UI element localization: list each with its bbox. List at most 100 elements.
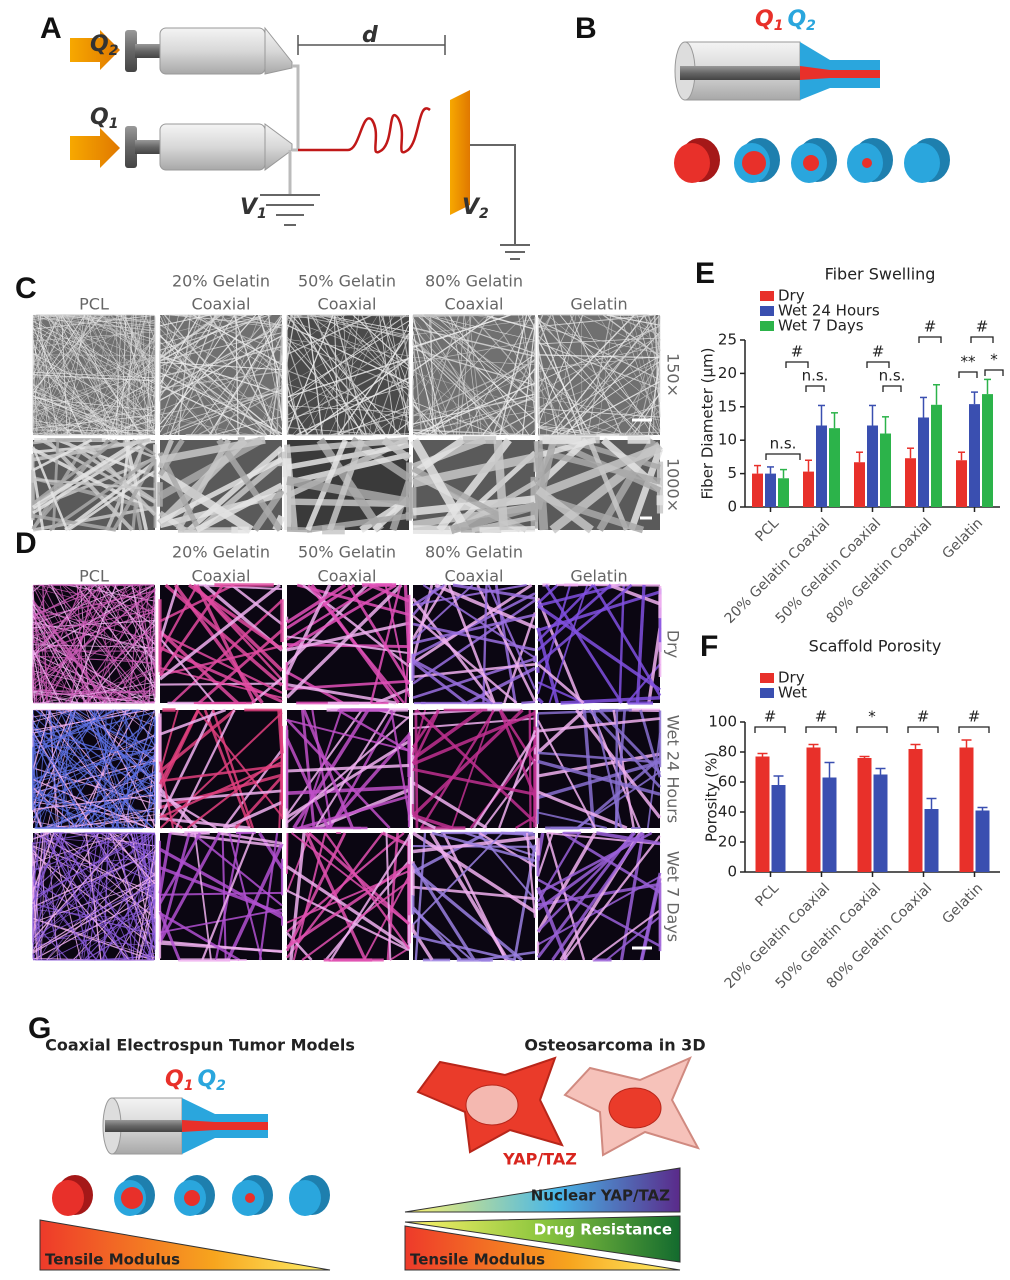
fiber (115, 709, 156, 767)
fiber (433, 314, 489, 436)
panel-letter: E (695, 257, 715, 290)
image-background (160, 833, 282, 960)
fiber (198, 629, 283, 705)
fiber (537, 373, 567, 436)
fiber (412, 314, 512, 348)
fiber (159, 314, 217, 397)
fiber (647, 627, 662, 704)
fiber (159, 709, 179, 773)
fiber (286, 763, 410, 773)
fiber (187, 314, 283, 352)
fiber (412, 369, 496, 436)
fiber (521, 325, 536, 436)
y-tick-label: 80 (718, 743, 737, 761)
micrograph (32, 314, 156, 436)
fiber (552, 314, 585, 436)
label: 1 (184, 1078, 194, 1094)
fiber (32, 832, 131, 872)
fiber (518, 314, 536, 401)
fiber (224, 800, 283, 830)
fiber (412, 343, 508, 436)
fiber (443, 314, 517, 436)
fiber (286, 670, 344, 705)
fiber (470, 314, 536, 388)
fiber-icons (862, 158, 872, 168)
fiber (528, 709, 532, 829)
gradient-wedge (404, 1215, 681, 1263)
fiber (388, 314, 410, 428)
fiber (166, 314, 203, 436)
fiber (159, 320, 283, 429)
bar (755, 756, 770, 872)
fiber (142, 687, 156, 704)
row-label: Dry (664, 630, 683, 658)
fiber (635, 584, 646, 704)
fiber (412, 401, 497, 436)
fiber (32, 649, 61, 704)
fiber (32, 771, 57, 829)
fiber (557, 314, 661, 436)
row-label: 150× (664, 353, 683, 397)
fiber (32, 747, 156, 781)
fiber (130, 584, 156, 612)
fiber-icons (674, 138, 950, 183)
fiber (210, 319, 283, 436)
fiber (286, 785, 410, 795)
fiber (423, 314, 460, 436)
micrograph (159, 314, 283, 436)
fiber (390, 709, 411, 815)
fiber (38, 832, 116, 961)
fiber (498, 729, 537, 829)
fiber (64, 624, 156, 704)
label: Q (197, 1067, 216, 1092)
fiber (537, 448, 661, 485)
fiber (152, 409, 156, 436)
fiber (159, 789, 283, 803)
fiber (159, 362, 283, 412)
fiber (32, 653, 45, 704)
micrograph (285, 708, 411, 830)
fiber (47, 906, 156, 961)
fiber (32, 832, 67, 940)
fiber (175, 438, 231, 532)
label: Q2 (90, 32, 118, 59)
fiber (32, 438, 152, 515)
syringe (298, 107, 431, 154)
fiber (168, 314, 271, 436)
panel-letter: F (700, 630, 718, 663)
fiber (319, 314, 356, 436)
fiber (32, 415, 48, 436)
bar (956, 460, 967, 507)
fiber (608, 583, 661, 606)
fiber (537, 314, 574, 391)
fiber (352, 314, 410, 367)
fiber (412, 583, 527, 606)
fiber (537, 875, 661, 946)
fiber (536, 708, 586, 754)
bar (822, 777, 837, 872)
fiber (64, 314, 156, 434)
fiber (286, 889, 410, 952)
fiber (280, 709, 283, 806)
bar (816, 425, 827, 507)
axis-label: Fiber Diameter (µm) (699, 347, 717, 499)
fiber (46, 846, 156, 961)
fiber (560, 696, 661, 705)
fiber (32, 953, 35, 961)
fiber (537, 376, 625, 436)
fiber (164, 583, 284, 687)
fiber (326, 438, 365, 532)
fiber (537, 719, 597, 829)
fiber (289, 314, 344, 436)
label: 2 (109, 43, 119, 59)
fiber (32, 709, 100, 789)
fiber (158, 630, 239, 705)
bar (924, 809, 939, 872)
fiber (32, 585, 92, 704)
nozzle (674, 41, 880, 101)
fiber (537, 831, 644, 911)
fiber (33, 314, 153, 436)
fiber (473, 734, 536, 829)
bracket (805, 385, 825, 392)
fiber (32, 735, 76, 829)
